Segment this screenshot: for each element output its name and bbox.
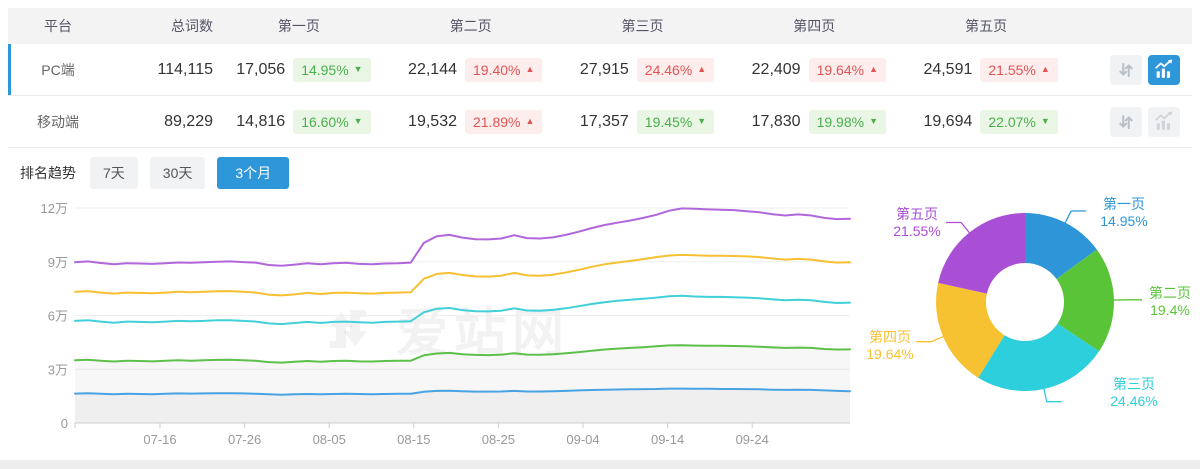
page1-change-badge: 14.95% ▼ xyxy=(293,57,371,82)
donut-label-page3: 第三页 24.46% xyxy=(1110,376,1158,409)
svg-text:6万: 6万 xyxy=(48,309,68,324)
svg-text:3万: 3万 xyxy=(48,362,68,377)
bar-chart-trend-icon xyxy=(1155,111,1173,130)
svg-text:09-04: 09-04 xyxy=(566,432,599,447)
svg-text:07-16: 07-16 xyxy=(143,432,176,447)
down-arrow-icon: ▼ xyxy=(353,116,363,126)
trend-toolbar: 排名趋势 7天 30天 3个月 xyxy=(20,157,290,189)
page4-change-badge: 19.64% ▲ xyxy=(808,57,886,82)
page2-change-badge: 21.89% ▲ xyxy=(464,109,543,134)
page-distribution-donut-chart[interactable] xyxy=(860,185,1200,425)
platform-label: 移动端 xyxy=(37,113,79,130)
page5-change-badge: 22.07% ▼ xyxy=(980,109,1058,134)
svg-text:08-05: 08-05 xyxy=(313,432,346,447)
trend-chart-button[interactable] xyxy=(1147,54,1180,85)
col-header-page4: 第四页 xyxy=(793,18,836,34)
table-row-pc[interactable]: PC端 114,115 17,056 14.95% ▼ 22,144 19.40% ▲ … xyxy=(8,44,1192,96)
total-words: 89,229 xyxy=(164,112,213,130)
up-arrow-icon: ▲ xyxy=(1040,64,1050,74)
donut-label-page2: 第二页 19.4% xyxy=(1149,285,1191,318)
page5-count: 19,694 xyxy=(923,112,973,130)
range-3m-button[interactable]: 3个月 xyxy=(217,157,290,189)
page3-change-badge: 19.45% ▼ xyxy=(636,109,715,134)
page-background-strip xyxy=(0,460,1200,469)
svg-text:9万: 9万 xyxy=(48,255,68,270)
page3-count: 27,915 xyxy=(579,60,629,78)
sort-button[interactable] xyxy=(1109,106,1142,137)
col-header-page1: 第一页 xyxy=(277,18,320,34)
bar-chart-trend-icon xyxy=(1155,59,1173,78)
sort-button[interactable] xyxy=(1109,54,1142,85)
down-arrow-icon: ▼ xyxy=(353,64,363,74)
col-header-page3: 第三页 xyxy=(621,18,664,34)
platform-label: PC端 xyxy=(41,61,75,78)
page1-count: 14,816 xyxy=(236,112,286,130)
down-arrow-icon: ▼ xyxy=(869,116,878,126)
total-words: 114,115 xyxy=(157,60,213,78)
page4-change-badge: 19.98% ▼ xyxy=(808,109,886,134)
donut-label-page4: 第四页 19.64% xyxy=(866,329,914,362)
sort-arrows-icon xyxy=(1119,114,1133,129)
page3-change-badge: 24.46% ▲ xyxy=(636,57,715,82)
down-arrow-icon: ▼ xyxy=(697,116,707,126)
page4-count: 17,830 xyxy=(751,112,801,130)
range-7d-button[interactable]: 7天 xyxy=(90,157,138,189)
col-header-page5: 第五页 xyxy=(965,18,1008,34)
page2-change-badge: 19.40% ▲ xyxy=(464,57,543,82)
watermark-text: 爱站网 xyxy=(396,305,571,363)
donut-label-page1: 第一页 14.95% xyxy=(1100,196,1148,229)
svg-text:08-15: 08-15 xyxy=(397,432,430,447)
up-arrow-icon: ▲ xyxy=(525,64,535,74)
page3-count: 17,357 xyxy=(579,112,629,130)
page4-count: 22,409 xyxy=(751,60,801,78)
page1-change-badge: 16.60% ▼ xyxy=(293,109,371,134)
watermark: 爱站网 xyxy=(316,291,570,366)
svg-text:09-14: 09-14 xyxy=(651,432,684,447)
table-row-mobile[interactable]: 移动端 89,229 14,816 16.60% ▼ 19,532 21.89% ▲ 1… xyxy=(8,96,1192,148)
table-header: 平台 总词数 第一页 第二页 第三页 第四页 第五页 xyxy=(8,8,1192,44)
aizhan-logo-icon xyxy=(329,309,367,348)
svg-text:09-24: 09-24 xyxy=(736,432,769,447)
page2-count: 19,532 xyxy=(408,112,457,130)
page5-count: 24,591 xyxy=(923,60,973,78)
svg-text:07-26: 07-26 xyxy=(228,432,261,447)
trend-line-chart[interactable]: 12万 9万 6万 3万 0 07-16 07-26 08-05 08-15 08-25 09-04… xyxy=(0,190,870,469)
page5-change-badge: 21.55% ▲ xyxy=(980,57,1058,82)
up-arrow-icon: ▲ xyxy=(525,116,535,126)
page2-count: 22,144 xyxy=(408,60,457,78)
trend-chart-button[interactable] xyxy=(1147,106,1180,137)
down-arrow-icon: ▼ xyxy=(1040,116,1050,126)
up-arrow-icon: ▲ xyxy=(697,64,707,74)
svg-text:12万: 12万 xyxy=(41,201,68,216)
up-arrow-icon: ▲ xyxy=(869,64,878,74)
col-header-platform: 平台 xyxy=(44,18,72,34)
col-header-total: 总词数 xyxy=(171,18,213,34)
range-30d-button[interactable]: 30天 xyxy=(149,157,206,189)
col-header-page2: 第二页 xyxy=(449,18,492,34)
svg-text:0: 0 xyxy=(61,416,68,431)
sort-arrows-icon xyxy=(1119,62,1133,77)
svg-text:08-25: 08-25 xyxy=(482,432,515,447)
trend-section-title: 排名趋势 xyxy=(20,165,76,181)
page1-count: 17,056 xyxy=(236,60,286,78)
donut-label-page5: 第五页 21.55% xyxy=(893,206,941,239)
